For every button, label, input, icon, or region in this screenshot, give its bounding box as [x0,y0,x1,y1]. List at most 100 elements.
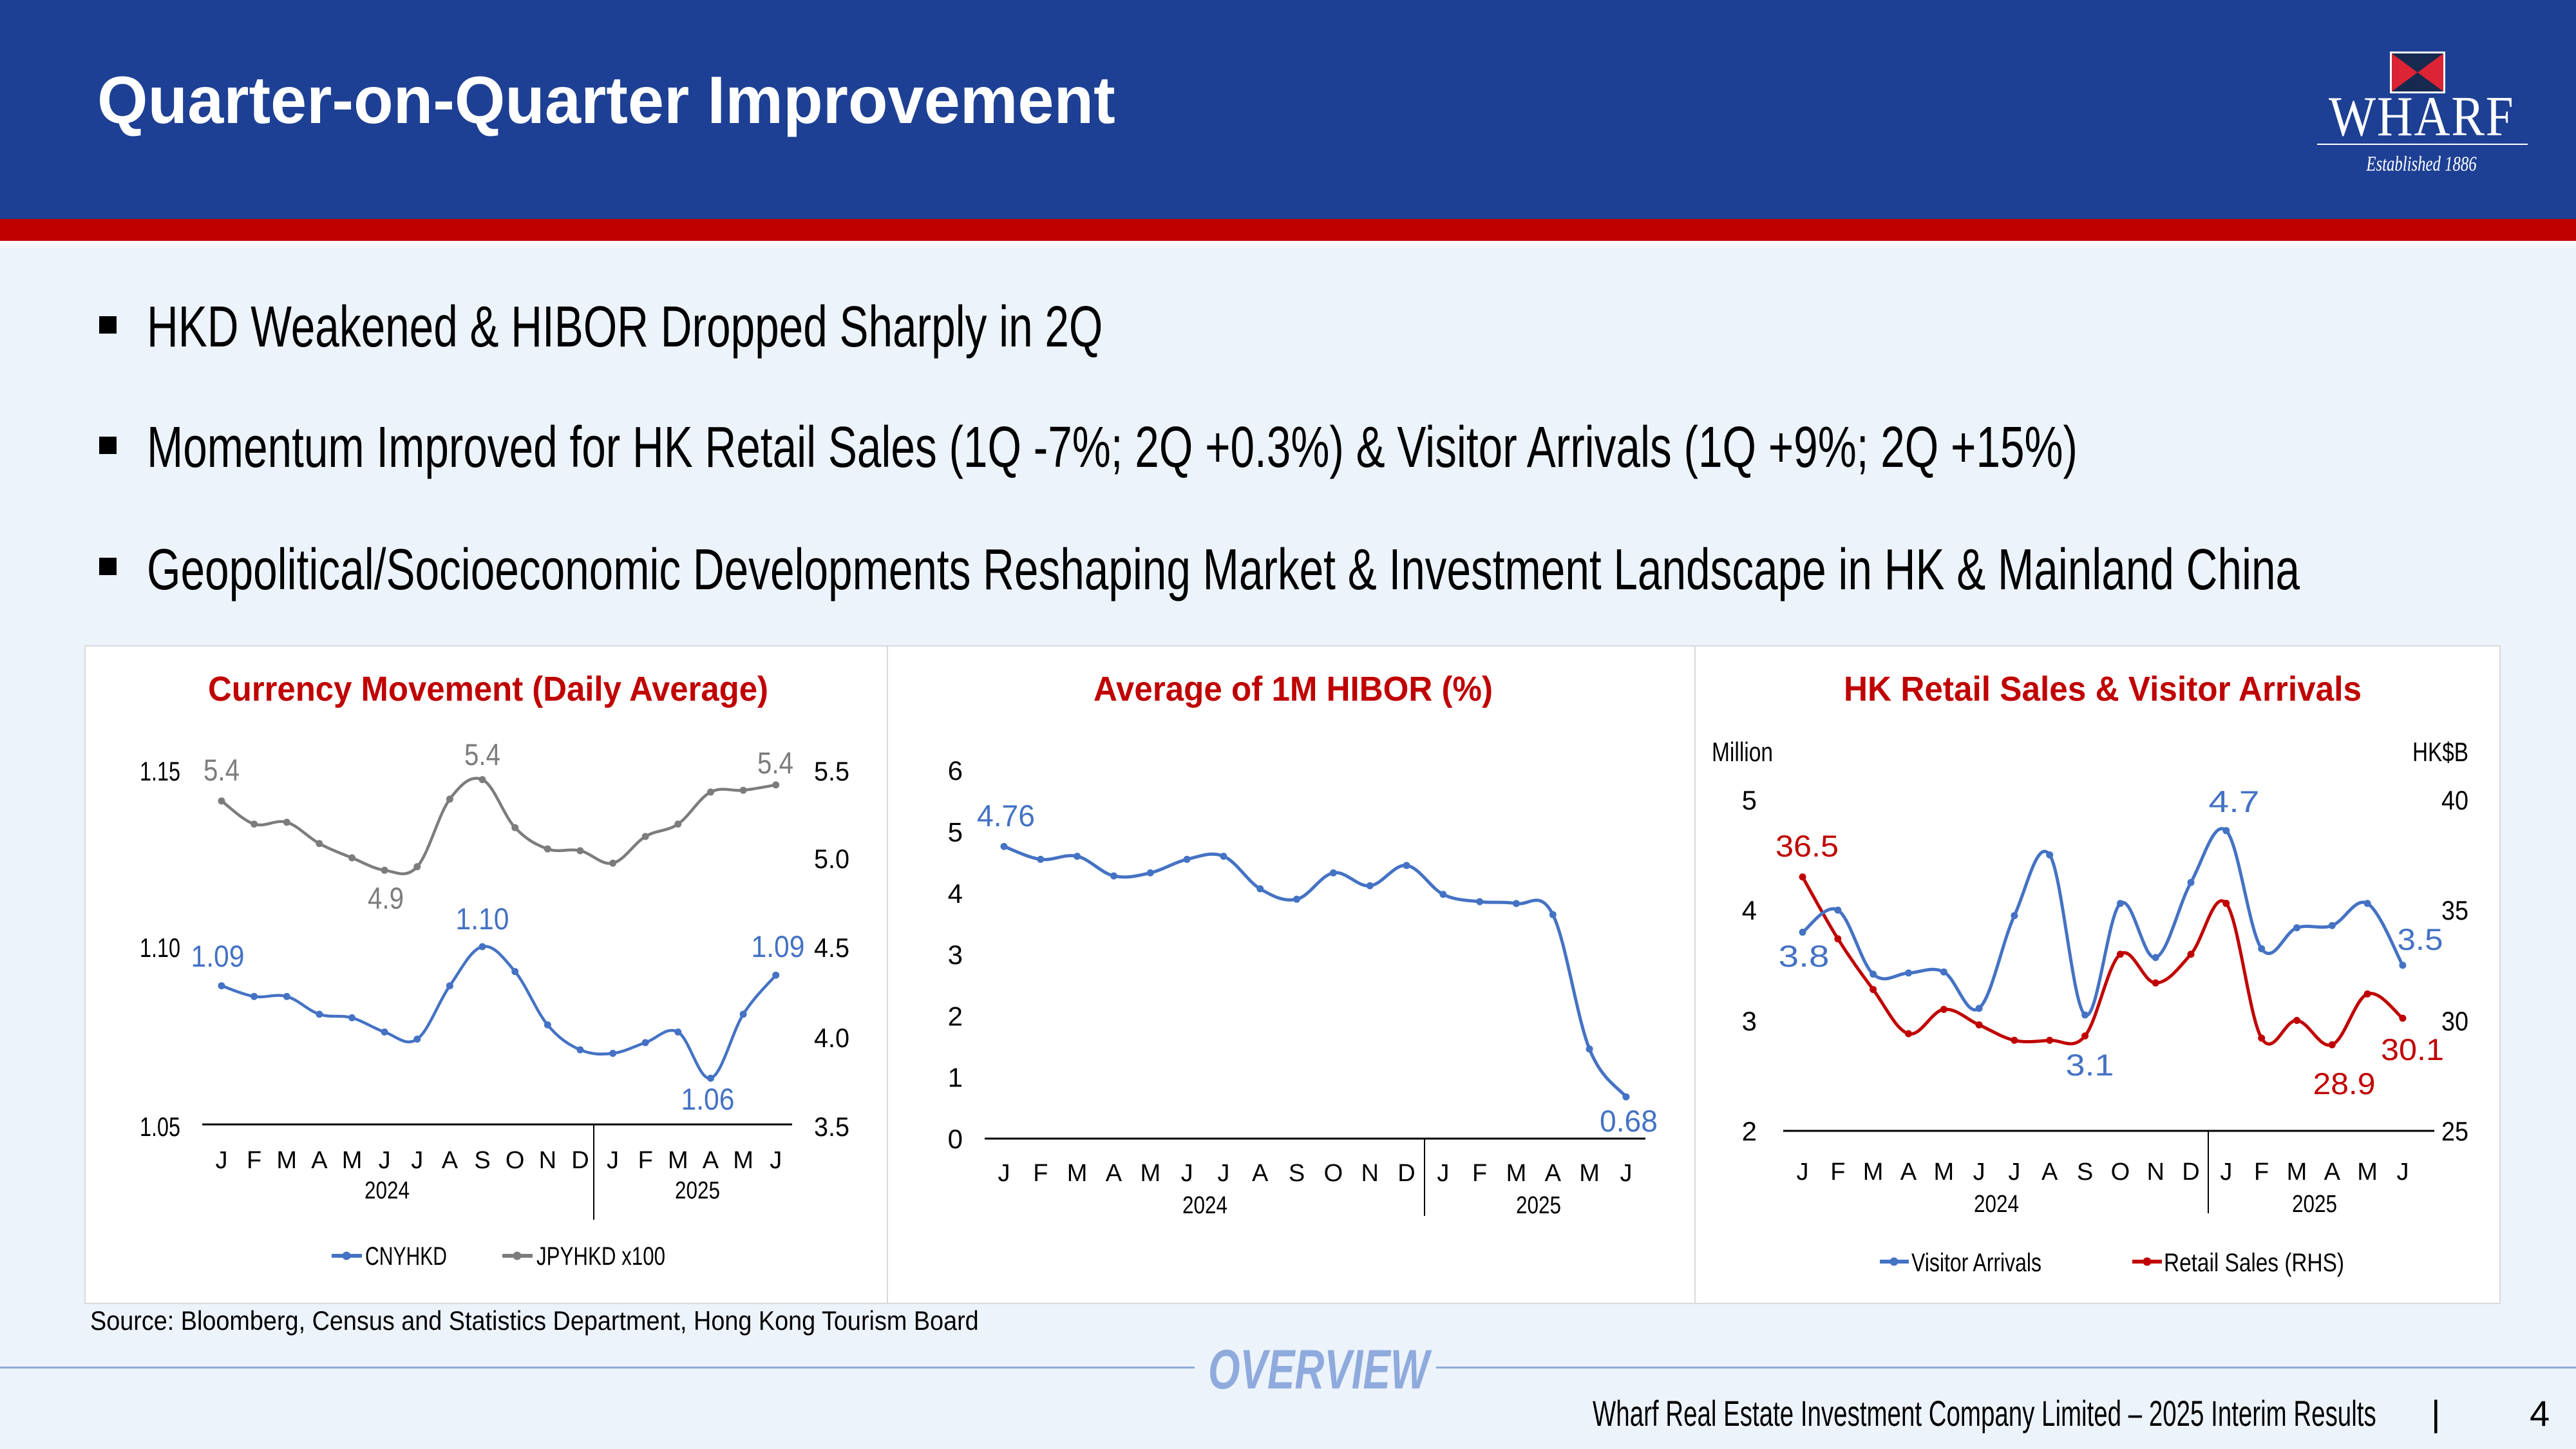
svg-text:3: 3 [948,940,963,970]
svg-text:1.05: 1.05 [140,1112,180,1142]
svg-text:M: M [1579,1160,1600,1187]
svg-text:2: 2 [948,1001,963,1031]
svg-text:Currency Movement (Daily Avera: Currency Movement (Daily Average) [208,670,768,708]
svg-text:A: A [1900,1159,1917,1186]
svg-text:2024: 2024 [1974,1191,2019,1218]
svg-text:3: 3 [1742,1006,1757,1036]
svg-text:3.5: 3.5 [2398,922,2443,956]
svg-text:A: A [703,1147,719,1174]
svg-text:2025: 2025 [1516,1192,1561,1219]
svg-text:5.5: 5.5 [814,756,849,786]
svg-text:A: A [442,1147,459,1174]
svg-text:28.9: 28.9 [2313,1066,2376,1101]
svg-text:Visitor Arrivals: Visitor Arrivals [1911,1249,2041,1277]
svg-text:J: J [2220,1159,2232,1186]
svg-text:M: M [733,1147,753,1174]
svg-text:3.8: 3.8 [1779,939,1830,973]
svg-text:0: 0 [948,1124,963,1154]
svg-text:3.1: 3.1 [2066,1048,2114,1082]
svg-text:1.09: 1.09 [752,929,805,963]
svg-text:M: M [1506,1160,1527,1187]
svg-text:4: 4 [1742,895,1757,925]
svg-text:Average of 1M HIBOR (%): Average of 1M HIBOR (%) [1094,670,1493,708]
svg-text:F: F [1472,1160,1487,1187]
svg-text:5.4: 5.4 [757,746,793,780]
svg-text:4.76: 4.76 [977,799,1035,833]
svg-text:5.4: 5.4 [464,737,500,772]
svg-text:2024: 2024 [365,1177,410,1204]
svg-text:F: F [1033,1160,1048,1187]
svg-text:A: A [1252,1160,1269,1187]
svg-text:HK$B: HK$B [2412,737,2468,767]
svg-text:35: 35 [2441,895,2468,925]
svg-text:N: N [1361,1160,1378,1187]
svg-text:M: M [276,1147,297,1174]
svg-text:J: J [411,1147,423,1174]
svg-text:S: S [1289,1160,1305,1187]
svg-text:F: F [638,1147,653,1174]
svg-text:6: 6 [948,755,963,786]
svg-text:O: O [506,1147,525,1174]
svg-text:2024: 2024 [1182,1192,1227,1219]
svg-text:A: A [1106,1160,1122,1187]
svg-text:M: M [668,1147,688,1174]
svg-text:N: N [2146,1159,2164,1186]
svg-text:2025: 2025 [675,1177,720,1204]
svg-text:5.4: 5.4 [204,753,240,787]
svg-text:A: A [2041,1159,2058,1186]
svg-text:M: M [342,1147,363,1174]
svg-text:F: F [2254,1159,2269,1186]
svg-text:A: A [1545,1160,1562,1187]
svg-text:J: J [998,1160,1010,1187]
svg-text:J: J [770,1147,782,1174]
svg-text:J: J [1973,1159,1985,1186]
svg-text:J: J [2396,1159,2409,1186]
svg-text:M: M [2357,1159,2378,1186]
svg-text:1.10: 1.10 [140,933,180,963]
svg-text:JPYHKD x100: JPYHKD x100 [536,1242,665,1271]
svg-text:J: J [1797,1159,1809,1186]
svg-text:J: J [1620,1160,1632,1187]
svg-text:5: 5 [948,817,963,848]
svg-text:1: 1 [948,1063,963,1093]
svg-text:D: D [2182,1159,2199,1186]
svg-text:4: 4 [948,878,963,909]
svg-text:25: 25 [2441,1116,2468,1146]
svg-text:F: F [1830,1159,1845,1186]
svg-text:HK Retail Sales & Visitor Arri: HK Retail Sales & Visitor Arrivals [1844,670,2362,708]
svg-text:D: D [571,1147,589,1174]
svg-text:4.0: 4.0 [814,1023,849,1053]
svg-text:2025: 2025 [2292,1191,2337,1218]
svg-text:M: M [1067,1160,1088,1187]
svg-text:O: O [1324,1160,1343,1187]
svg-text:2: 2 [1742,1116,1757,1146]
svg-text:J: J [1181,1160,1193,1187]
svg-text:S: S [2077,1159,2093,1186]
svg-text:1.06: 1.06 [681,1082,735,1116]
svg-text:J: J [216,1147,228,1174]
svg-text:4.7: 4.7 [2209,784,2260,819]
svg-text:40: 40 [2441,785,2468,815]
svg-text:F: F [247,1147,261,1174]
svg-text:J: J [1217,1160,1229,1187]
svg-text:1.10: 1.10 [456,902,509,936]
svg-text:O: O [2111,1159,2130,1186]
svg-text:J: J [2008,1159,2020,1186]
svg-text:1.15: 1.15 [140,756,180,786]
svg-text:M: M [1140,1160,1160,1187]
svg-text:J: J [379,1147,391,1174]
svg-text:Retail Sales (RHS): Retail Sales (RHS) [2164,1249,2344,1277]
svg-text:M: M [1933,1159,1954,1186]
svg-text:M: M [1863,1159,1884,1186]
svg-text:4.9: 4.9 [368,881,404,915]
svg-text:M: M [2287,1159,2307,1186]
svg-text:N: N [539,1147,556,1174]
svg-text:5.0: 5.0 [814,844,849,874]
svg-text:30: 30 [2441,1006,2468,1036]
svg-text:30.1: 30.1 [2381,1032,2444,1066]
svg-text:A: A [311,1147,328,1174]
svg-text:0.68: 0.68 [1600,1104,1658,1138]
svg-text:D: D [1397,1160,1415,1187]
svg-text:Million: Million [1712,737,1773,767]
svg-text:4.5: 4.5 [814,933,849,963]
